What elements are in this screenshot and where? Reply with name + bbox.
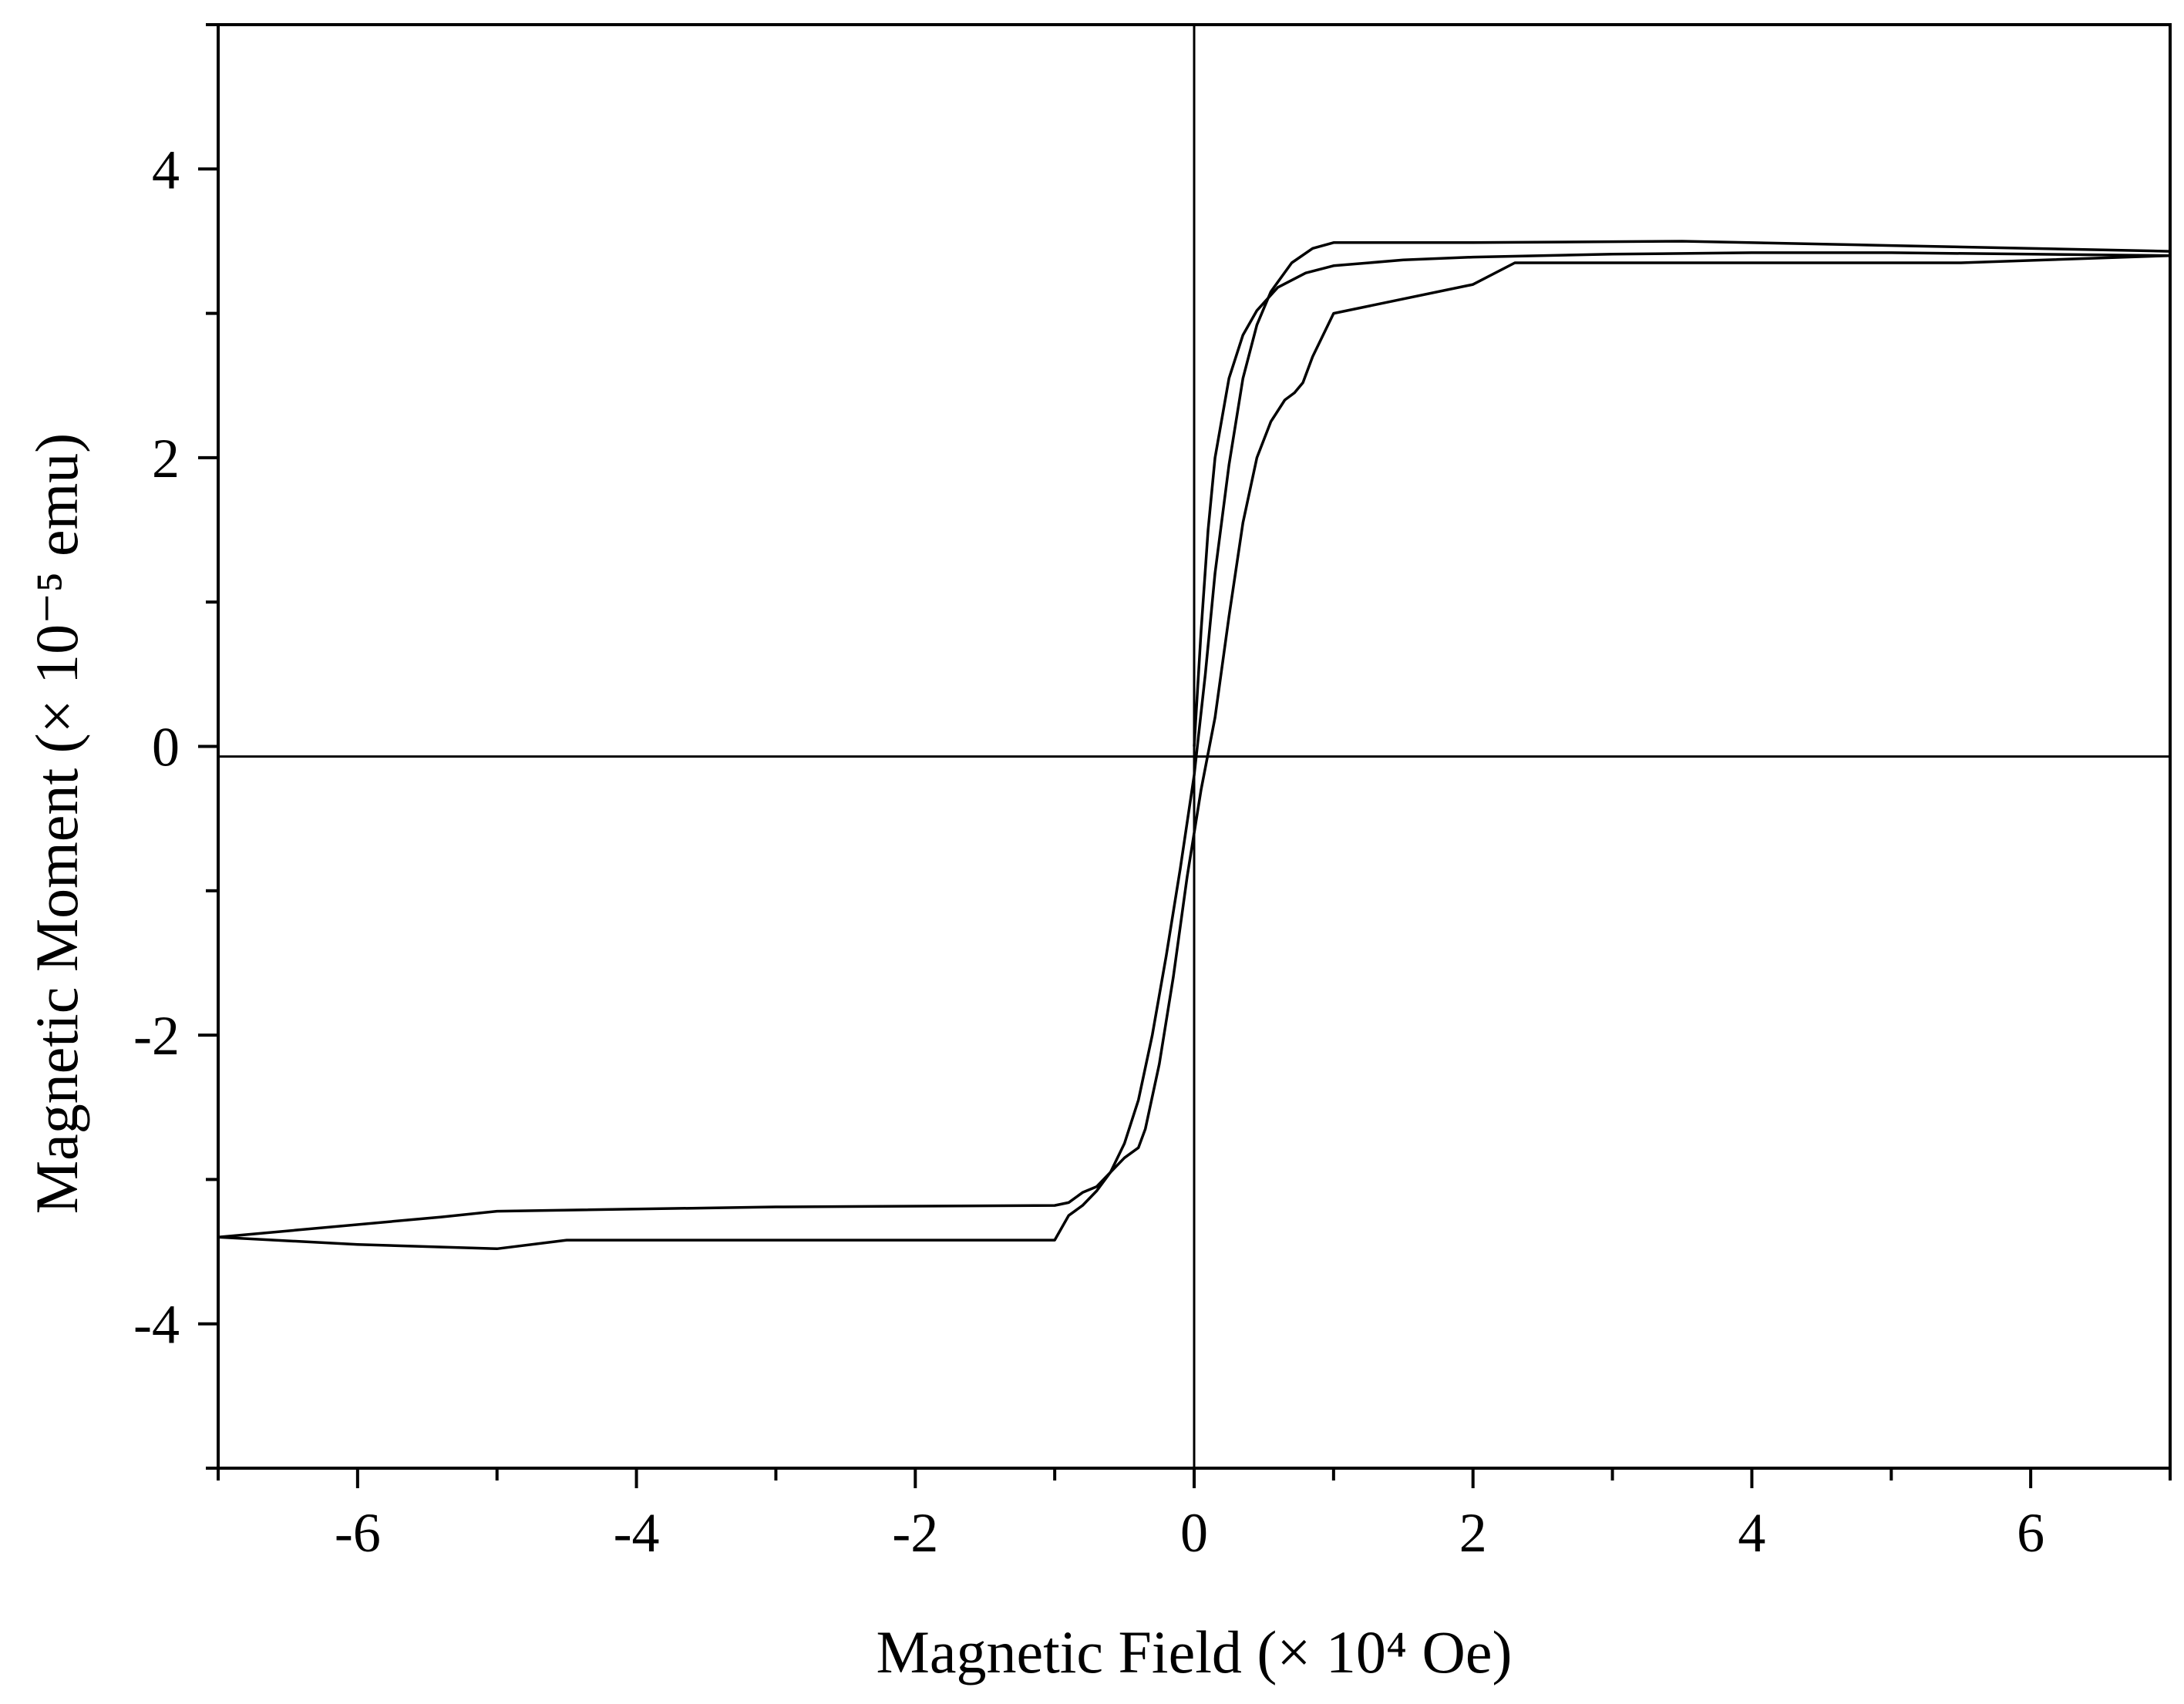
y-axis-title: Magnetic Moment (× 10⁻⁵ emu)	[23, 433, 90, 1214]
x-tick-label: 2	[1459, 1502, 1487, 1564]
x-tick-label: -2	[892, 1502, 938, 1564]
x-tick-label: 6	[2017, 1502, 2044, 1564]
x-axis-title: Magnetic Field (× 10⁴ Oe)	[877, 1618, 1513, 1686]
series-line-1	[217, 240, 2171, 1239]
x-tick-label: -6	[335, 1502, 381, 1564]
y-tick-label: 4	[152, 139, 180, 200]
y-tick-label: -4	[133, 1294, 180, 1356]
axes: -6 -4 -2 0 2 4 6 -4 -2 0 2 4	[133, 23, 2172, 1564]
y-tick-label: 0	[152, 717, 180, 778]
y-tick-label: 2	[152, 428, 180, 489]
x-tick-label: 4	[1738, 1502, 1765, 1564]
series-line-3	[1193, 251, 2171, 747]
y-tick-label: -2	[133, 1005, 180, 1067]
x-tick-label: 0	[1180, 1502, 1208, 1564]
x-tick-label: -4	[614, 1502, 660, 1564]
